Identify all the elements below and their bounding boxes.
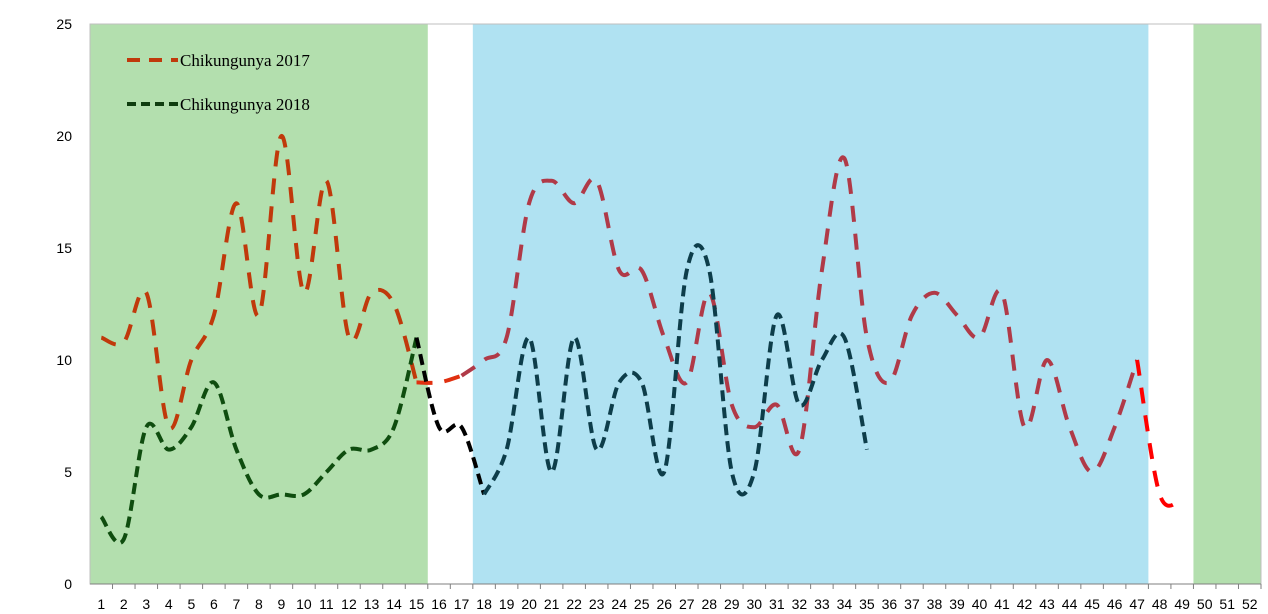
y-tick-label: 5	[64, 464, 72, 480]
x-tick-label: 12	[341, 596, 357, 612]
legend-label-2017: Chikungunya 2017	[180, 51, 310, 70]
x-tick-label: 45	[1084, 596, 1100, 612]
y-tick-label: 15	[56, 240, 72, 256]
x-tick-label: 9	[278, 596, 286, 612]
series-segment	[482, 243, 869, 497]
x-tick-label: 5	[187, 596, 195, 612]
series-lines	[99, 133, 1183, 545]
legend-label-2018: Chikungunya 2018	[180, 95, 310, 114]
x-tick-label: 49	[1174, 596, 1190, 612]
series-segment	[99, 337, 419, 545]
x-tick-label: 50	[1197, 596, 1213, 612]
x-tick-label: 34	[837, 596, 853, 612]
legend-item-2017: Chikungunya 2017	[127, 51, 310, 70]
x-tick-label: 7	[232, 596, 240, 612]
x-tick-label: 43	[1039, 596, 1055, 612]
x-tick-label: 16	[431, 596, 447, 612]
x-tick-label: 20	[521, 596, 537, 612]
x-tick-label: 33	[814, 596, 830, 612]
x-tick-label: 46	[1107, 596, 1123, 612]
y-tick-label: 10	[56, 352, 72, 368]
x-tick-label: 8	[255, 596, 263, 612]
x-tick-label: 35	[859, 596, 875, 612]
x-tick-label: 37	[904, 596, 920, 612]
x-tick-label: 39	[949, 596, 965, 612]
x-tick-label: 47	[1129, 596, 1145, 612]
y-tick-label: 20	[56, 128, 72, 144]
series-line-2018	[99, 243, 869, 545]
x-tick-label: 14	[386, 596, 402, 612]
x-tick-label: 2	[120, 596, 128, 612]
x-tick-label: 6	[210, 596, 218, 612]
x-tick-label: 51	[1219, 596, 1235, 612]
x-tick-label: 19	[499, 596, 515, 612]
x-tick-label: 13	[364, 596, 380, 612]
x-tick-label: 41	[994, 596, 1010, 612]
x-tick-label: 28	[701, 596, 717, 612]
x-tick-label: 32	[792, 596, 808, 612]
legend: Chikungunya 2017 Chikungunya 2018	[127, 51, 310, 114]
x-tick-label: 4	[165, 596, 173, 612]
series-segment	[460, 155, 1139, 475]
x-tick-label: 11	[319, 596, 334, 612]
y-axis-ticks: 0 5 10 15 20 25	[56, 16, 72, 592]
series-segment	[416, 373, 463, 385]
background-band-1	[90, 24, 428, 584]
x-tick-label: 38	[927, 596, 943, 612]
x-tick-label: 15	[409, 596, 425, 612]
x-tick-label: 36	[882, 596, 898, 612]
x-tick-label: 30	[747, 596, 763, 612]
y-tick-label: 25	[56, 16, 72, 32]
y-tick-label: 0	[64, 576, 72, 592]
series-segment	[414, 337, 486, 496]
x-tick-label: 18	[476, 596, 492, 612]
x-tick-label: 3	[142, 596, 150, 612]
x-tick-label: 29	[724, 596, 740, 612]
series-line-2017	[100, 133, 1183, 508]
x-tick-label: 24	[611, 596, 627, 612]
x-tick-label: 40	[972, 596, 988, 612]
series-segment	[100, 133, 419, 431]
x-tick-label: 48	[1152, 596, 1168, 612]
x-tick-label: 22	[566, 596, 582, 612]
x-tick-label: 26	[656, 596, 672, 612]
x-tick-label: 1	[97, 596, 105, 612]
x-tick-label: 27	[679, 596, 695, 612]
x-tick-label: 42	[1017, 596, 1033, 612]
background-band-2	[472, 24, 1149, 584]
x-tick-label: 10	[296, 596, 312, 612]
background-bands	[90, 24, 1261, 584]
x-tick-label: 25	[634, 596, 650, 612]
background-band-3	[1193, 24, 1261, 584]
x-tick-label: 23	[589, 596, 605, 612]
x-tick-label: 17	[454, 596, 470, 612]
x-tick-label: 44	[1062, 596, 1078, 612]
x-tick-label: 21	[544, 596, 560, 612]
x-tick-label: 31	[769, 596, 785, 612]
x-tick-label: 52	[1242, 596, 1258, 612]
legend-item-2018: Chikungunya 2018	[127, 95, 310, 114]
x-axis-ticks: 1 2 3 4 5 6 7 8 9 10 11 12 13 14 15 16 17 18 19 20 21 22 23 24 2…	[97, 584, 1262, 612]
